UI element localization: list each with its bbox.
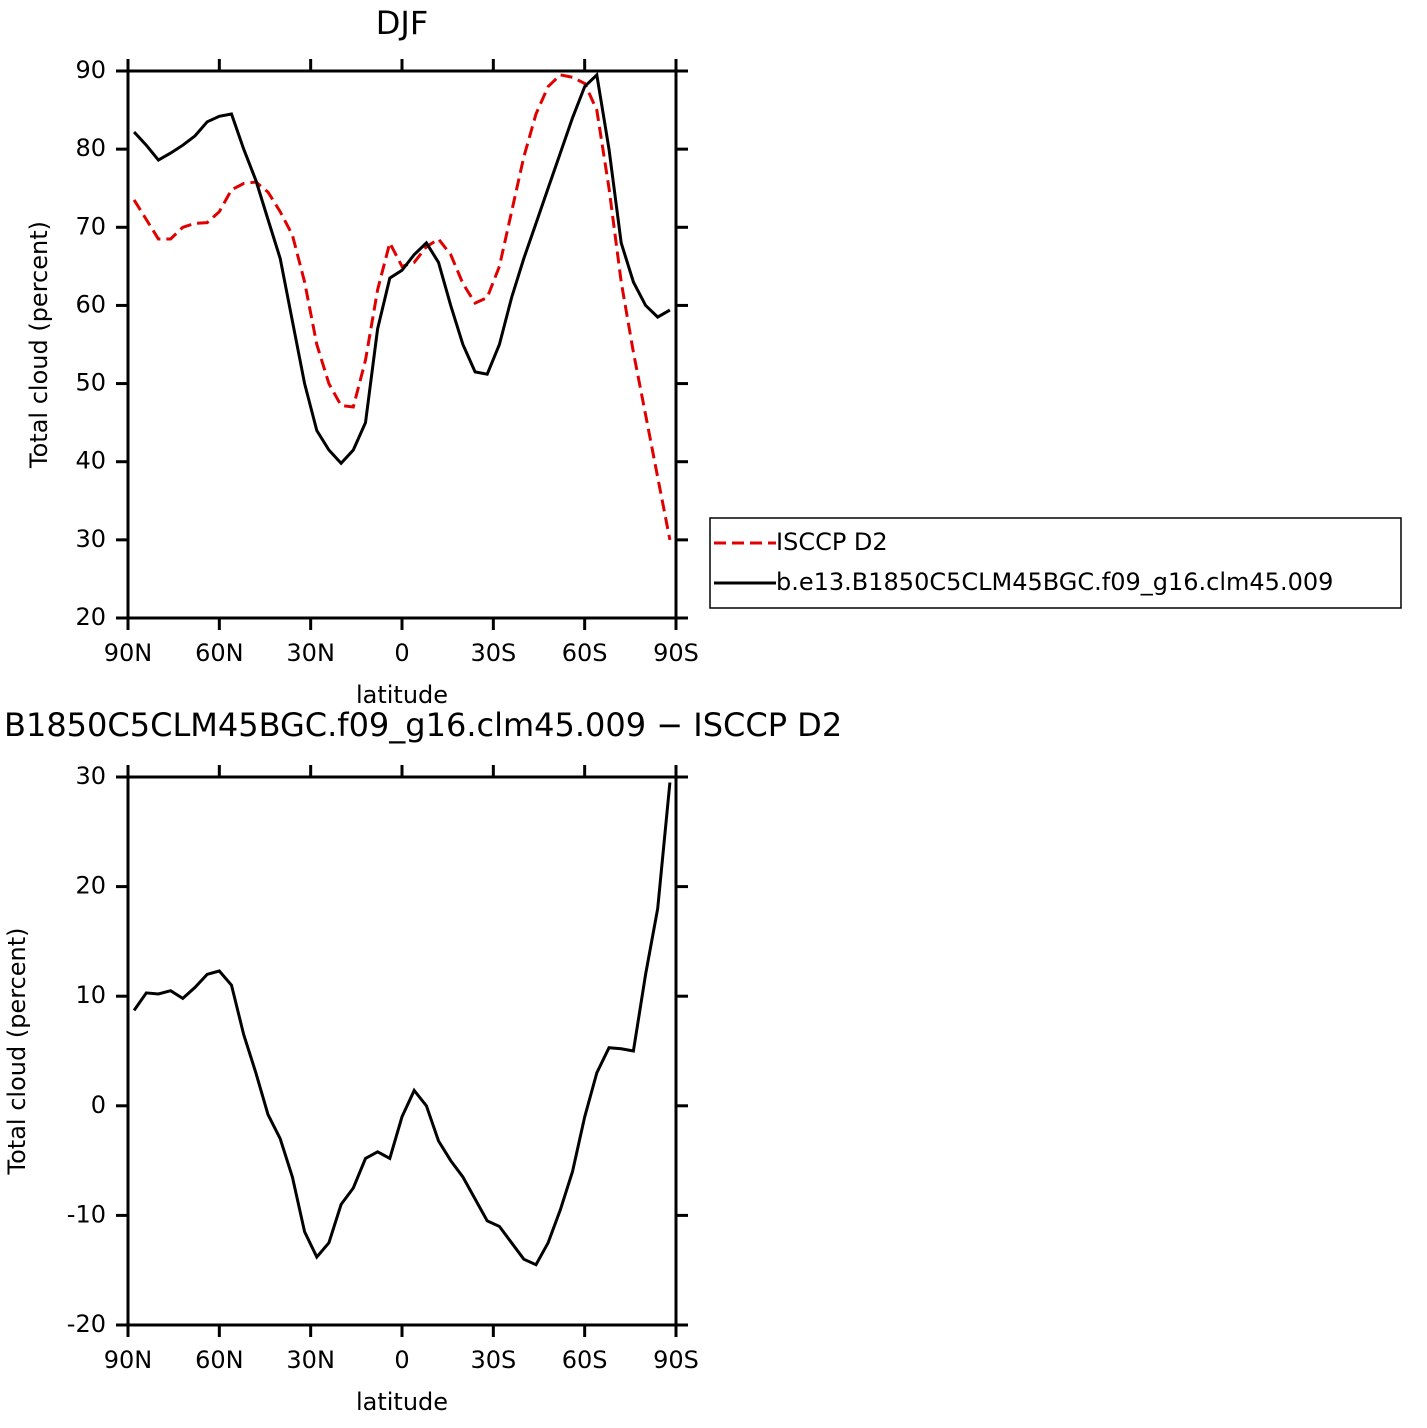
chart-title: B1850C5CLM45BGC.f09_g16.clm45.009 − ISCC… [4, 706, 842, 744]
y-tick-label: 60 [75, 290, 106, 318]
y-tick-label: -10 [67, 1200, 106, 1228]
x-tick-label: 90N [104, 1346, 153, 1374]
x-tick-label: 60S [562, 1346, 608, 1374]
y-tick-label: 70 [75, 212, 106, 240]
x-axis-label: latitude [356, 681, 448, 709]
y-axis-label: Total cloud (percent) [3, 928, 31, 1176]
y-tick-label: 80 [75, 134, 106, 162]
y-tick-label: 0 [91, 1091, 106, 1119]
x-tick-label: 90N [104, 639, 153, 667]
y-tick-label: 20 [75, 603, 106, 631]
x-tick-label: 0 [394, 639, 409, 667]
x-tick-label: 30N [286, 1346, 335, 1374]
x-tick-label: 30N [286, 639, 335, 667]
y-tick-label: 10 [75, 981, 106, 1009]
x-tick-label: 0 [394, 1346, 409, 1374]
x-tick-label: 90S [653, 1346, 699, 1374]
y-tick-label: 30 [75, 525, 106, 553]
x-tick-label: 60S [562, 639, 608, 667]
y-tick-label: 20 [75, 872, 106, 900]
x-tick-label: 30S [470, 639, 516, 667]
legend-label: ISCCP D2 [776, 528, 888, 556]
x-tick-label: 60N [195, 1346, 244, 1374]
legend-label: b.e13.B1850C5CLM45BGC.f09_g16.clm45.009 [776, 568, 1333, 596]
y-tick-label: 30 [75, 762, 106, 790]
data-line [132, 71, 671, 466]
plot-frame [126, 69, 678, 620]
y-tick-label: -20 [67, 1310, 106, 1338]
x-tick-label: 60N [195, 639, 244, 667]
y-tick-label: 40 [75, 447, 106, 475]
x-axis-label: latitude [356, 1388, 448, 1416]
x-tick-label: 30S [470, 1346, 516, 1374]
y-tick-label: 90 [75, 56, 106, 84]
x-tick-label: 90S [653, 639, 699, 667]
legend-box [709, 517, 1402, 609]
chart-title: DJF [376, 4, 428, 42]
y-tick-label: 50 [75, 369, 106, 397]
y-axis-label: Total cloud (percent) [25, 221, 53, 469]
data-line [132, 73, 672, 541]
plot-frame [126, 775, 678, 1327]
data-line [132, 782, 672, 1267]
